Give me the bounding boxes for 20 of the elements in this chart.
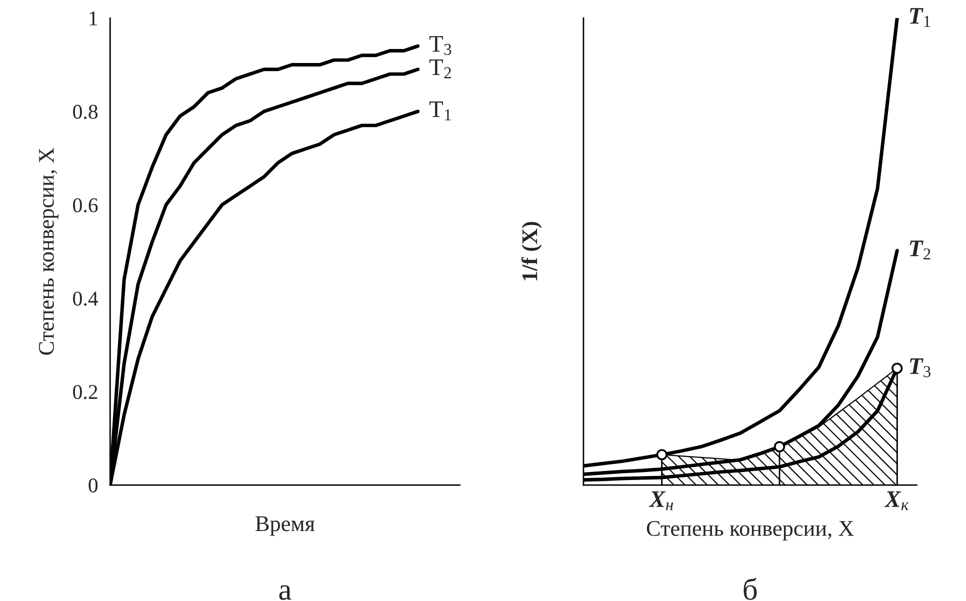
series-label: T$_{3}$ <box>429 36 452 56</box>
series-label: T$_{1}$ <box>910 8 930 27</box>
x-tick-label: X$_{к}$ <box>884 491 909 510</box>
x-axis-title: Степень конверсии, X <box>646 521 854 540</box>
y-axis-title: Степень конверсии, X <box>38 148 58 355</box>
series-label: T$_{3}$ <box>910 358 930 378</box>
y-axis-title: 1/f (X) <box>521 222 542 280</box>
text: б <box>744 578 757 600</box>
text: а <box>279 585 292 600</box>
y-tick-label: 0.8 <box>73 104 98 119</box>
y-tick-label: 0.6 <box>73 198 98 212</box>
x-axis-title: Время <box>256 516 315 536</box>
y-tick-label: 1 <box>90 12 98 26</box>
x-tick-label: X$_{н}$ <box>648 491 674 510</box>
series-label: T$_{2}$ <box>910 240 930 260</box>
series-label: T$_{2}$ <box>429 59 451 78</box>
y-tick-label: 0 <box>88 478 98 492</box>
y-tick-label: 0.4 <box>73 292 98 306</box>
y-tick-label: 0.2 <box>73 384 98 400</box>
series-label: T$_{1}$ <box>429 102 451 120</box>
